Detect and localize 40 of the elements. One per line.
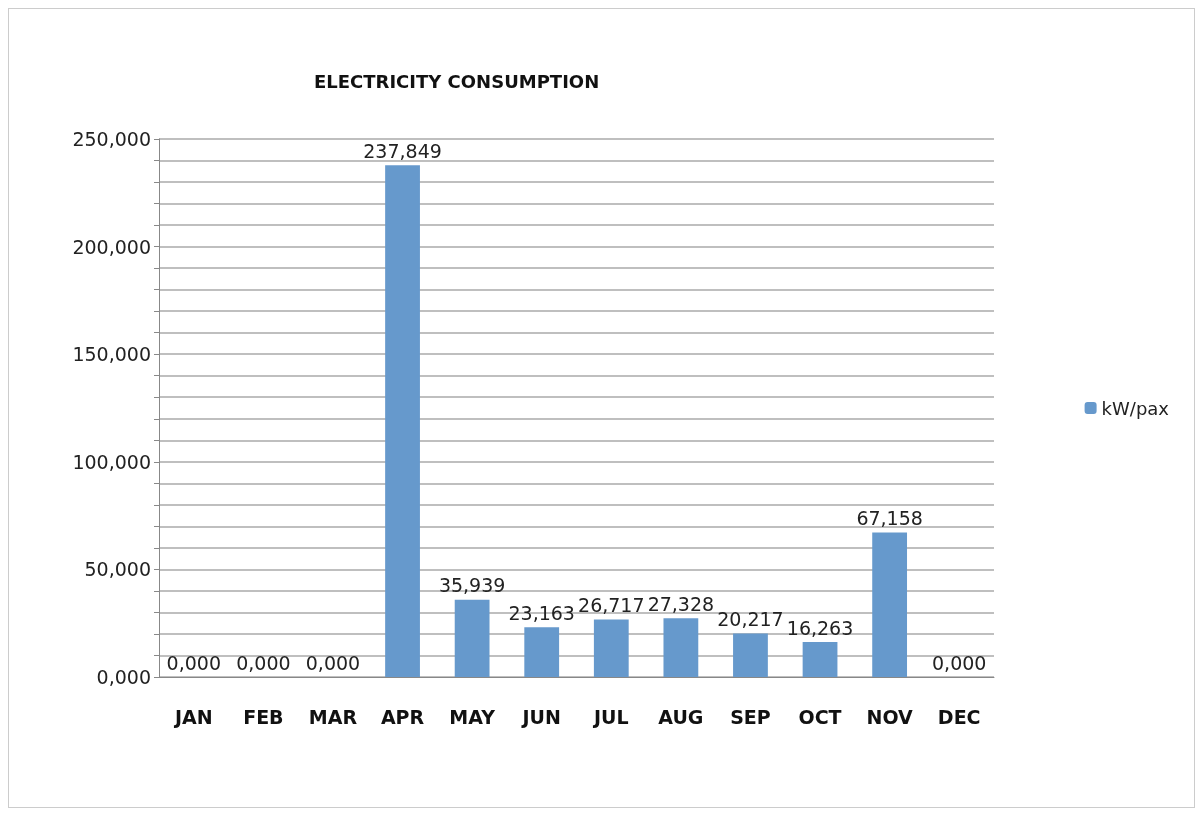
data-label: 0,000 <box>236 651 291 674</box>
x-tick-label: JUN <box>520 705 561 728</box>
data-label: 35,939 <box>438 574 506 597</box>
data-label: 0,000 <box>932 651 987 674</box>
x-tick-label: MAY <box>449 705 496 728</box>
y-tick-label: 0,000 <box>96 666 151 688</box>
x-tick-label: NOV <box>866 705 914 728</box>
x-tick-label: FEB <box>243 705 284 728</box>
bar <box>593 619 629 677</box>
data-label: 20,217 <box>717 607 784 630</box>
x-tick-label: JUL <box>591 705 629 728</box>
x-tick-label: APR <box>380 705 425 728</box>
data-label: 26,717 <box>578 594 645 617</box>
data-label: 16,263 <box>786 616 854 639</box>
x-tick-label: SEP <box>730 705 771 728</box>
x-tick-label: MAR <box>308 705 358 728</box>
x-tick-label: DEC <box>937 705 981 728</box>
data-label: 23,163 <box>508 601 575 624</box>
data-label: 27,328 <box>647 592 715 615</box>
data-label: 0,000 <box>166 651 221 674</box>
y-tick-label: 200,000 <box>72 235 151 258</box>
data-label: 67,158 <box>856 506 923 529</box>
bar <box>872 532 908 677</box>
x-tick-label: AUG <box>658 705 704 728</box>
data-label: 237,849 <box>363 139 442 162</box>
bar <box>385 165 420 677</box>
y-tick-label: 250,000 <box>72 128 151 150</box>
chart-title: ELECTRICITY CONSUMPTION <box>314 70 600 92</box>
bar <box>454 599 490 677</box>
legend-label: kW/pax <box>1101 397 1170 419</box>
x-tick-label: JAN <box>172 705 213 728</box>
bar <box>524 627 560 677</box>
x-tick-label: OCT <box>798 705 842 728</box>
bar <box>802 642 838 677</box>
y-tick-label: 50,000 <box>84 558 151 581</box>
bar <box>733 633 768 677</box>
data-label: 0,000 <box>305 651 361 674</box>
y-tick-label: 150,000 <box>72 343 151 366</box>
bar <box>663 618 699 677</box>
y-tick-label: 100,000 <box>72 450 151 473</box>
